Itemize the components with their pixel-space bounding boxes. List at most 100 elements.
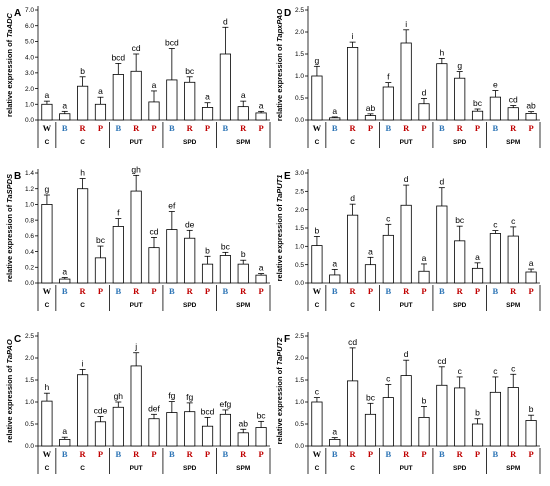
- significance-letter: fg: [168, 391, 175, 401]
- category-label: B: [223, 449, 229, 459]
- significance-letter: h: [80, 168, 85, 178]
- y-tick-label: 2.0: [25, 355, 34, 362]
- category-label: P: [205, 123, 210, 133]
- y-axis-label: relative expression of TaSPDS: [5, 174, 14, 282]
- bar: [347, 380, 359, 447]
- category-label: W: [313, 449, 322, 459]
- y-tick-label: 2.5: [295, 333, 304, 340]
- y-axis-label-prefix: relative expression of: [5, 38, 14, 117]
- significance-letter: bc: [473, 98, 483, 108]
- bar: [525, 271, 537, 284]
- significance-letter: b: [422, 395, 427, 405]
- y-axis-label-prefix: relative expression of: [5, 363, 14, 442]
- bar: [255, 274, 267, 284]
- significance-letter: c: [493, 220, 498, 230]
- bar: [201, 425, 214, 447]
- bar: [471, 423, 484, 447]
- significance-letter: bc: [455, 215, 465, 225]
- significance-letter: cd: [150, 226, 159, 236]
- bar: [347, 214, 359, 284]
- significance-letter: c: [511, 216, 516, 226]
- significance-letter: efg: [219, 399, 231, 409]
- group-label: PUT: [130, 302, 143, 309]
- bar: [41, 103, 53, 121]
- significance-letter: d: [439, 177, 444, 187]
- category-label: B: [62, 123, 68, 133]
- bar: [112, 226, 124, 284]
- bar: [184, 237, 196, 284]
- category-label: B: [115, 123, 121, 133]
- bar: [130, 70, 142, 121]
- group-label: C: [80, 302, 85, 309]
- group-label: C: [315, 302, 320, 309]
- bar: [471, 110, 484, 121]
- category-label: R: [133, 286, 140, 296]
- group-label: SPM: [236, 302, 250, 309]
- significance-letter: c: [386, 373, 391, 383]
- significance-letter: cd: [437, 356, 446, 366]
- y-axis-label-prefix: relative expression of: [275, 202, 284, 281]
- y-tick-label: 0.0: [295, 117, 304, 124]
- significance-letter: g: [315, 55, 320, 65]
- y-axis-label-prefix: relative expression of: [275, 42, 284, 121]
- bar: [364, 115, 377, 121]
- significance-letter: a: [259, 100, 264, 110]
- bar: [418, 103, 430, 121]
- y-tick-label: 1.0: [295, 73, 304, 80]
- significance-letter: d: [422, 87, 427, 97]
- bar: [364, 413, 377, 447]
- category-label: R: [403, 286, 410, 296]
- category-label: P: [475, 449, 480, 459]
- group-label: PUT: [400, 302, 413, 309]
- category-label: P: [258, 123, 263, 133]
- category-label: W: [43, 449, 52, 459]
- category-label: R: [457, 449, 464, 459]
- significance-letter: ab: [238, 418, 248, 428]
- y-tick-label: 7.0: [25, 7, 34, 14]
- bar: [130, 190, 142, 284]
- y-tick-label: 1.0: [295, 399, 304, 406]
- bar: [347, 47, 359, 121]
- y-tick-label: 5.0: [25, 39, 34, 46]
- y-axis-label-gene: TaSPDS: [5, 174, 14, 203]
- y-tick-label: 1.5: [295, 225, 304, 232]
- bar: [525, 420, 537, 447]
- category-label: P: [421, 449, 426, 459]
- bar: [382, 234, 394, 284]
- y-tick-label: 2.5: [25, 333, 34, 340]
- significance-letter: a: [205, 92, 210, 102]
- bar: [77, 85, 89, 121]
- bar: [255, 112, 267, 121]
- category-label: B: [439, 449, 445, 459]
- significance-letter: b: [80, 66, 85, 76]
- bar: [184, 411, 196, 447]
- bar: [400, 204, 412, 284]
- category-label: R: [133, 449, 140, 459]
- category-label: W: [313, 286, 322, 296]
- bar: [255, 427, 267, 447]
- group-label: SPD: [183, 302, 197, 309]
- significance-letter: gh: [131, 164, 141, 174]
- category-label: R: [133, 123, 140, 133]
- y-axis-label: relative expression of TaADC: [5, 12, 14, 117]
- y-tick-label: 3.0: [25, 70, 34, 77]
- significance-letter: i: [352, 31, 354, 41]
- bar: [329, 438, 341, 447]
- category-label: P: [368, 123, 373, 133]
- significance-letter: i: [405, 19, 407, 29]
- bar: [418, 270, 430, 284]
- bar: [112, 74, 124, 121]
- category-label: R: [403, 123, 410, 133]
- group-label: C: [45, 302, 50, 309]
- bar: [219, 255, 231, 284]
- y-axis-label-gene: TaPUT2: [275, 337, 284, 365]
- significance-letter: c: [493, 366, 498, 376]
- significance-letter: d: [223, 16, 228, 26]
- group-label: SPM: [506, 465, 520, 472]
- group-label: C: [350, 465, 355, 472]
- bar: [59, 113, 71, 121]
